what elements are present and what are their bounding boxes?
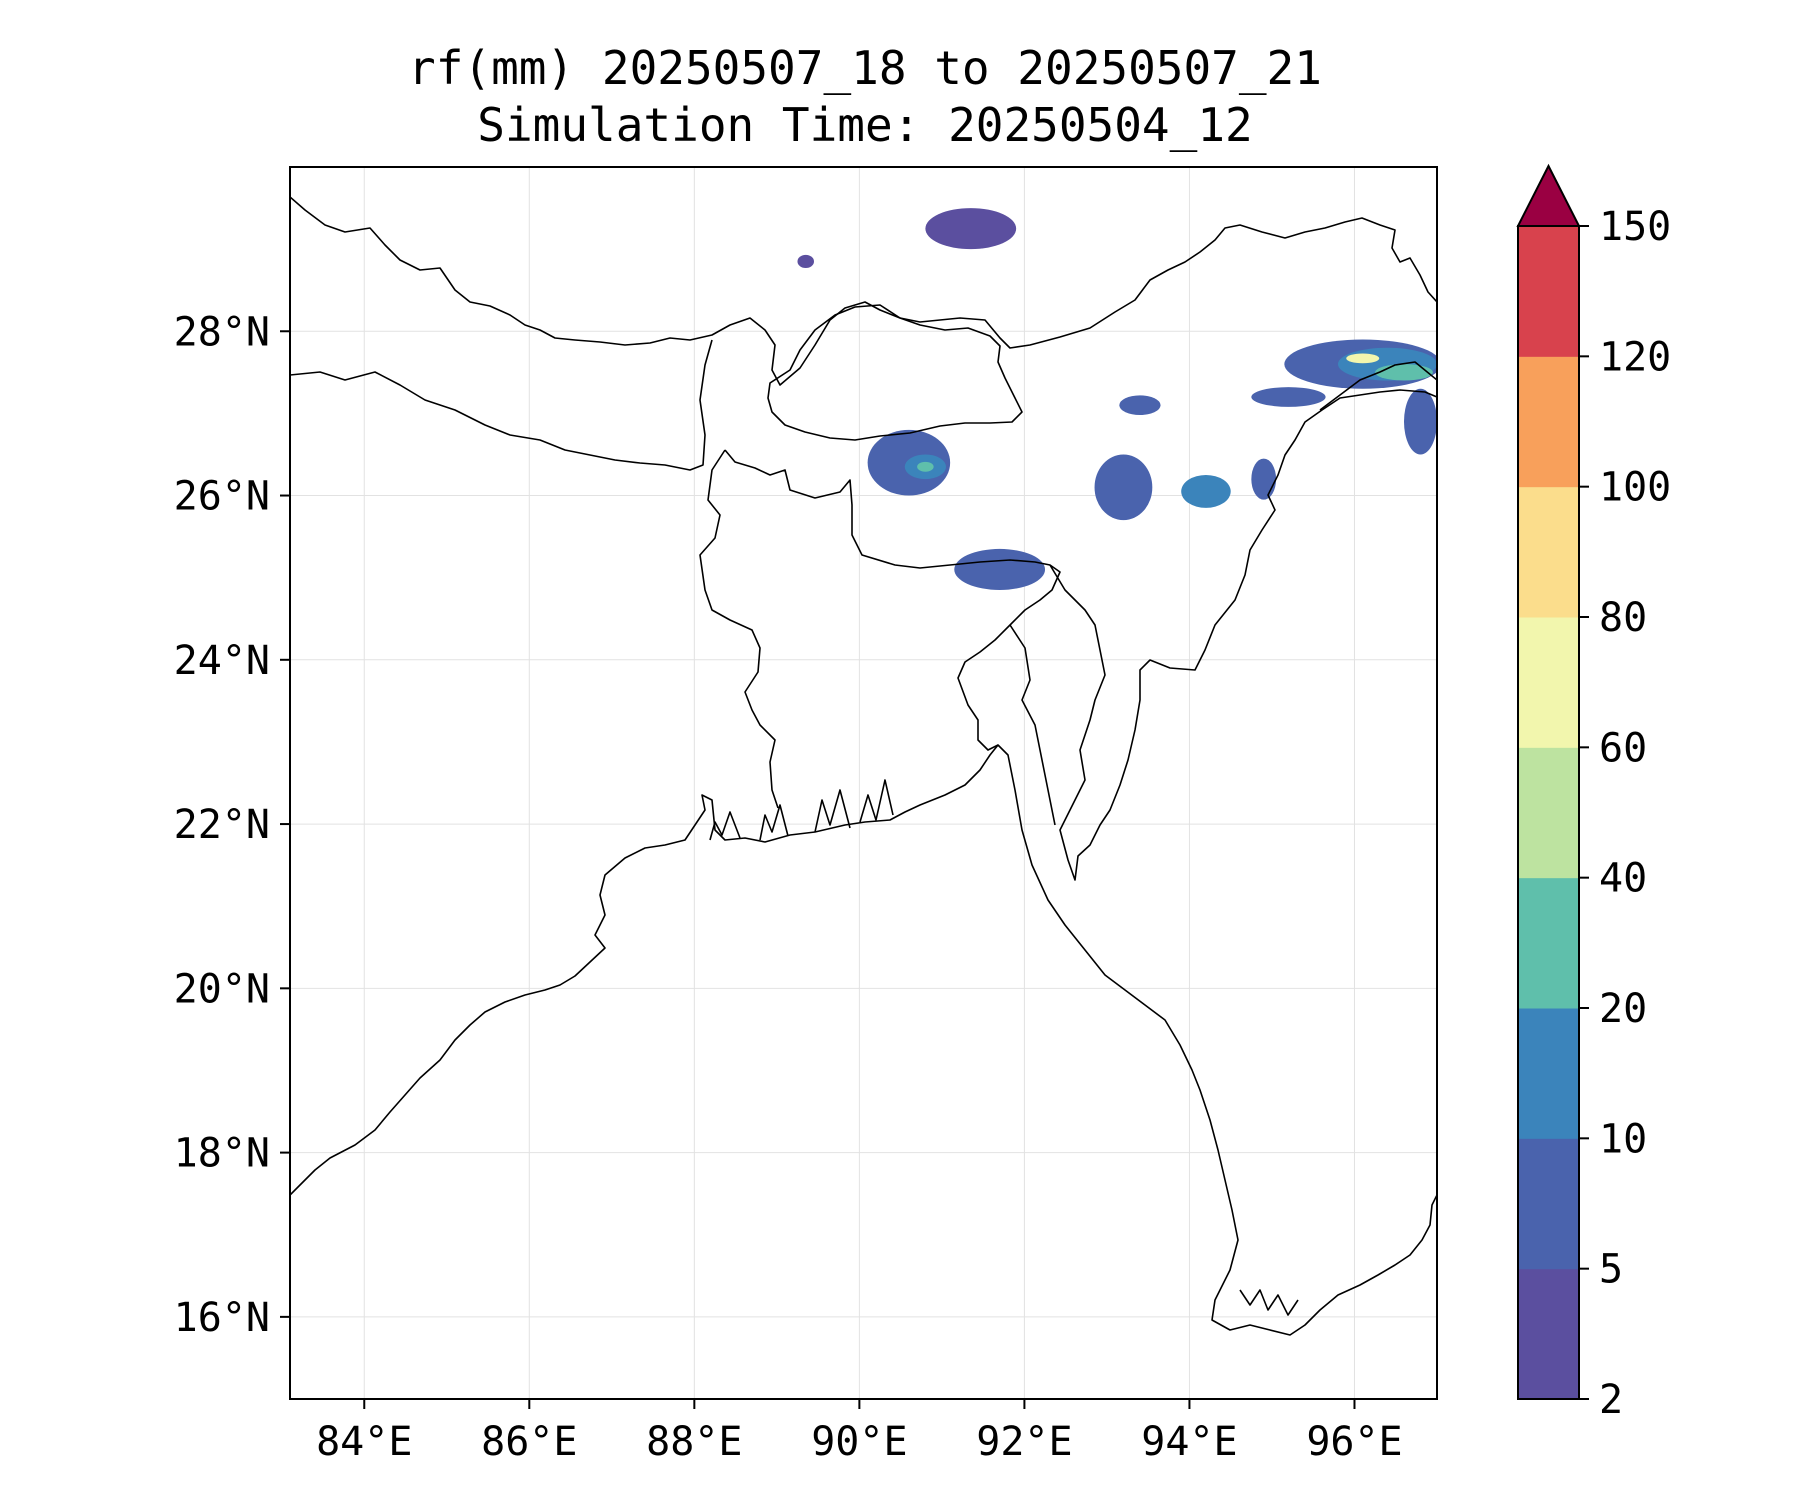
coastline-detail <box>1239 1289 1299 1316</box>
rain-cell <box>1251 387 1326 407</box>
rain-cell <box>1119 395 1161 416</box>
rain-cell <box>1346 353 1380 364</box>
lat-tick-label: 26°N <box>174 474 270 520</box>
lat-tick-label: 18°N <box>174 1131 270 1177</box>
rain-cell <box>797 254 814 269</box>
lat-tick-label: 20°N <box>174 966 270 1012</box>
colorbar-tick-label: 150 <box>1599 204 1671 250</box>
colorbar-segment <box>1518 486 1579 618</box>
lon-tick-label: 92°E <box>976 1419 1072 1465</box>
border-myanmar-china <box>1319 361 1437 411</box>
lon-tick-label: 86°E <box>481 1419 577 1465</box>
rain-cell <box>1403 388 1437 455</box>
map-frame <box>289 166 1438 1400</box>
longitude-axis: 84°E 86°E 88°E 90°E 92°E 94°E 96°E <box>316 1399 1403 1465</box>
rain-cell <box>925 208 1017 250</box>
colorbar-tick-label: 10 <box>1599 1116 1647 1162</box>
coastline <box>290 744 1437 1336</box>
border-china <box>290 196 1437 386</box>
lon-tick-label: 94°E <box>1141 1419 1237 1465</box>
coastline-detail <box>709 779 894 841</box>
rainfall-layer <box>797 208 1437 590</box>
lat-tick-label: 28°N <box>174 309 270 355</box>
plot-title: rf(mm) 20250507_18 to 20250507_21 <box>408 41 1322 95</box>
latitude-axis: 16°N 18°N 20°N 22°N 24°N 26°N 28°N <box>174 309 290 1341</box>
rain-cell <box>917 461 934 472</box>
lon-tick-label: 96°E <box>1306 1419 1402 1465</box>
border-bangladesh <box>699 449 1061 809</box>
lat-tick-label: 22°N <box>174 802 270 848</box>
colorbar-tick-label: 5 <box>1599 1247 1623 1293</box>
colorbar-segment <box>1518 747 1579 879</box>
colorbar-segment <box>1518 1008 1579 1139</box>
lon-tick-label: 88°E <box>646 1419 742 1465</box>
rain-cell <box>954 548 1046 590</box>
colorbar-tick-label: 100 <box>1599 465 1671 511</box>
colorbar-tick-label: 2 <box>1599 1377 1623 1423</box>
colorbar-extend-arrow <box>1516 163 1581 227</box>
lon-tick-label: 84°E <box>316 1419 412 1465</box>
colorbar-segment <box>1518 356 1579 488</box>
rain-cell <box>1375 364 1433 381</box>
coastlines-borders <box>290 196 1437 1336</box>
colorbar-segment <box>1518 617 1579 748</box>
colorbar-tick-label: 60 <box>1599 725 1647 771</box>
border-india-myanmar <box>1049 389 1437 881</box>
colorbar-tick-label: 20 <box>1599 986 1647 1032</box>
colorbar-segment <box>1518 877 1579 1009</box>
colorbar: 2 5 10 20 40 60 80 100 120 150 <box>1516 163 1671 1423</box>
colorbar-tick-label: 120 <box>1599 334 1671 380</box>
colorbar-tick-label: 40 <box>1599 856 1647 902</box>
border-nepal <box>290 339 713 471</box>
rain-cell <box>1251 458 1277 500</box>
border-bhutan <box>767 304 1023 441</box>
lon-tick-label: 90°E <box>811 1419 907 1465</box>
colorbar-segment <box>1518 1268 1579 1400</box>
colorbar-tick-label: 80 <box>1599 595 1647 641</box>
rain-cell <box>1181 475 1231 508</box>
plot-subtitle: Simulation Time: 20250504_12 <box>477 98 1253 152</box>
colorbar-frame <box>1517 225 1580 1400</box>
border-tripura <box>1009 624 1056 826</box>
rain-cell <box>1094 454 1153 521</box>
colorbar-segment <box>1518 1138 1579 1270</box>
colorbar-segment <box>1518 226 1579 357</box>
lat-tick-label: 24°N <box>174 638 270 684</box>
gridlines <box>290 167 1437 1399</box>
lat-tick-label: 16°N <box>174 1295 270 1341</box>
